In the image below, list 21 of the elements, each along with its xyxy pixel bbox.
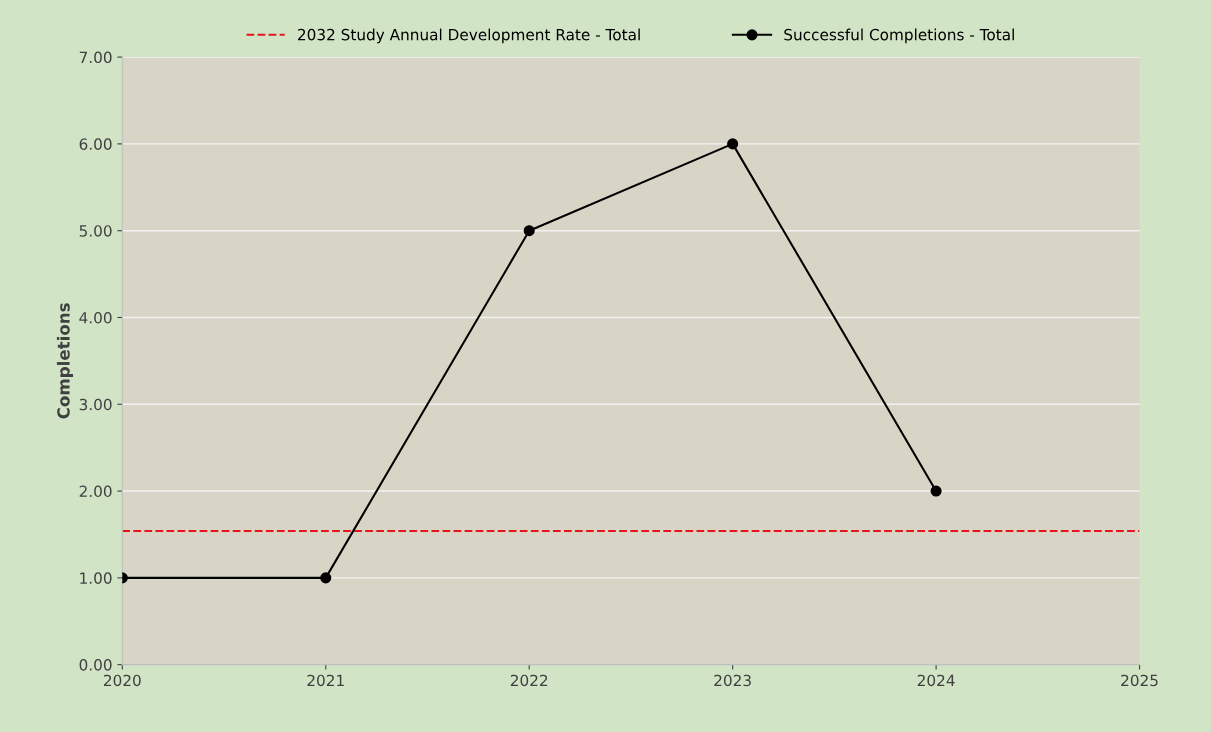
point <box>930 485 942 497</box>
y-tick-label: 6.00 <box>79 138 112 150</box>
y-tick-label: 3.00 <box>79 398 112 411</box>
y-axis-title: Completions <box>56 303 74 419</box>
legend-label: 2032 Study Annual Development Rate - Total <box>298 28 640 44</box>
y-tick-label: 1.00 <box>80 572 112 584</box>
y-tick-label: 2.00 <box>79 485 112 498</box>
point <box>727 138 739 150</box>
y-tick-label: 7.00 <box>79 51 112 64</box>
point <box>523 225 535 237</box>
x-tick-label: 2020 <box>103 674 141 687</box>
x-tick-label: 2025 <box>1121 674 1158 687</box>
x-tick-label: 2022 <box>510 674 548 687</box>
x-tick-label: 2024 <box>917 674 955 687</box>
x-tick-label: 2021 <box>307 674 344 687</box>
y-tick-label: 4.00 <box>79 311 112 324</box>
point <box>320 572 332 584</box>
legend-label: Successful Completions - Total <box>784 28 1014 44</box>
y-tick-label: 0.00 <box>79 659 112 671</box>
y-tick-label: 5.00 <box>79 225 112 237</box>
x-tick-label: 2023 <box>714 674 751 687</box>
